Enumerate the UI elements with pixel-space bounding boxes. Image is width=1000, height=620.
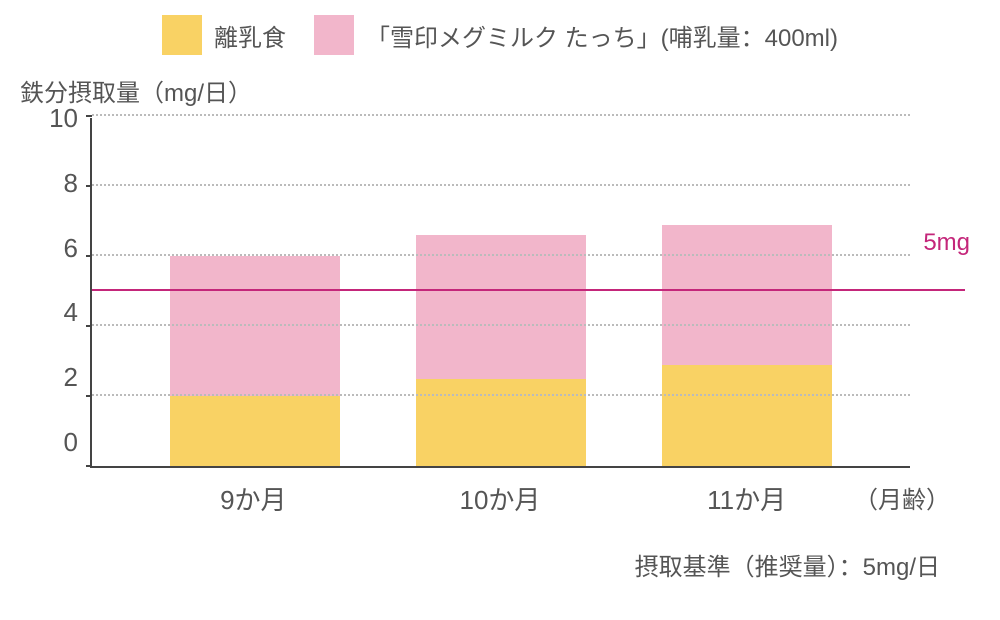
bar-segment-bottom — [662, 365, 832, 467]
legend-label: 「雪印メグミルク たっち」(哺乳量：400ml) — [366, 18, 838, 53]
legend-item: 離乳食 — [162, 15, 286, 55]
y-tick-mark — [86, 465, 92, 467]
plot-area: 10 8 6 4 2 0 5mg — [40, 118, 960, 468]
bar-segment-bottom — [416, 379, 586, 467]
reference-line-label: 5mg — [923, 229, 970, 257]
grid-line — [92, 254, 910, 256]
plot: 5mg — [90, 118, 910, 468]
chart-container: 離乳食 「雪印メグミルク たっち」(哺乳量：400ml) 鉄分摂取量（mg/日）… — [0, 0, 1000, 620]
y-tick: 2 — [40, 364, 78, 390]
legend: 離乳食 「雪印メグミルク たっち」(哺乳量：400ml) — [40, 15, 960, 55]
footnote: 摂取基準（推奨量）：5mg/日 — [40, 547, 960, 582]
y-tick-mark — [86, 115, 92, 117]
y-tick: 4 — [40, 299, 78, 325]
x-axis-title: （月齢） — [854, 480, 950, 515]
bars-group — [92, 118, 910, 466]
x-tick: 10か月 — [415, 480, 585, 517]
legend-label: 離乳食 — [214, 18, 286, 53]
y-tick-mark — [86, 325, 92, 327]
y-tick: 0 — [40, 429, 78, 455]
reference-line — [92, 289, 965, 291]
bar-group — [170, 256, 340, 466]
y-tick-mark — [86, 395, 92, 397]
legend-swatch-2 — [314, 15, 354, 55]
bar-group — [416, 235, 586, 466]
grid-line — [92, 324, 910, 326]
bar-segment-top — [416, 235, 586, 379]
bar-segment-top — [662, 225, 832, 365]
legend-swatch-1 — [162, 15, 202, 55]
bar-segment-bottom — [170, 396, 340, 466]
y-tick-mark — [86, 255, 92, 257]
grid-line — [92, 184, 910, 186]
grid-line — [92, 394, 910, 396]
x-tick: 11か月 — [662, 480, 832, 517]
bar-segment-top — [170, 256, 340, 396]
y-tick: 10 — [40, 105, 78, 131]
y-tick: 6 — [40, 235, 78, 261]
y-tick: 8 — [40, 170, 78, 196]
x-tick: 9か月 — [168, 480, 338, 517]
y-axis: 10 8 6 4 2 0 — [40, 118, 90, 468]
grid-line — [92, 114, 910, 116]
y-tick-mark — [86, 185, 92, 187]
y-axis-title: 鉄分摂取量（mg/日） — [20, 73, 960, 108]
bar-group — [662, 225, 832, 467]
legend-item: 「雪印メグミルク たっち」(哺乳量：400ml) — [314, 15, 838, 55]
x-axis: 9か月 10か月 11か月 （月齢） — [90, 468, 910, 517]
